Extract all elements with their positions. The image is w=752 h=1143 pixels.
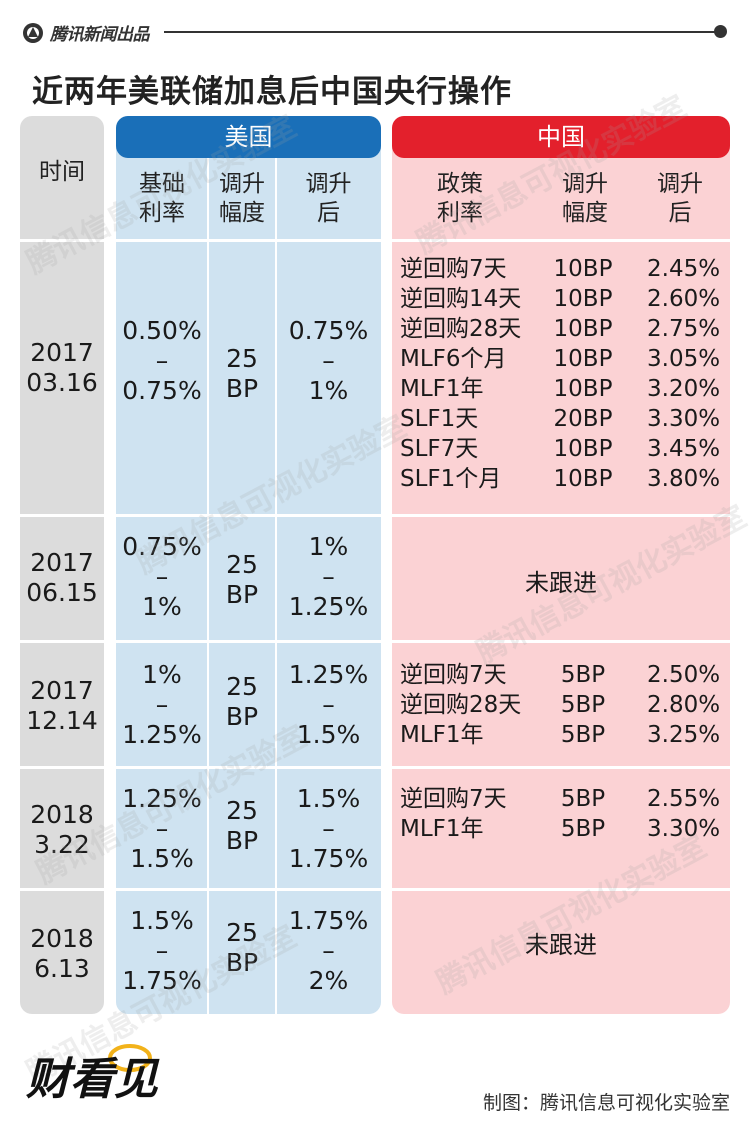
cn-group-header: 中国	[392, 116, 730, 158]
cn-policy-rate-label: 政策 利率	[437, 171, 483, 226]
header-rule	[164, 31, 716, 33]
row-1-us-after: 0.75% – 1%	[288, 316, 369, 405]
row-divider-3	[20, 766, 730, 769]
row-2-us-base: 0.75% – 1%	[122, 532, 202, 621]
row-4-us-hike: 25 BP	[225, 796, 259, 855]
row-2-cn-not-followed: 未跟进	[525, 569, 597, 597]
us-panel	[116, 116, 381, 1014]
us-col-divider-2	[275, 158, 277, 1014]
row-1-us-hike: 25 BP	[225, 344, 259, 403]
top-bar: 腾讯新闻出品	[0, 0, 752, 62]
brand-text: 腾讯新闻出品	[50, 25, 150, 45]
time-column-label: 时间	[39, 159, 85, 185]
row-1-us-base: 0.50% – 0.75%	[122, 316, 202, 405]
cn-after-label: 调升 后	[657, 171, 703, 226]
row-3-us-hike: 25 BP	[225, 672, 259, 731]
row-3-date: 2017 12.14	[26, 676, 98, 735]
brand: 腾讯新闻出品	[22, 20, 150, 45]
row-4-us-after: 1.5% – 1.75%	[288, 784, 369, 873]
header-rule-dot	[714, 25, 727, 38]
row-divider-4	[20, 888, 730, 891]
row-2-us-hike: 25 BP	[225, 550, 259, 609]
tencent-news-logo-icon	[23, 22, 43, 43]
row-4-date: 2018 3.22	[30, 800, 94, 859]
svg-text:财看见: 财看见	[26, 1054, 160, 1105]
page-title: 近两年美联储加息后中国央行操作	[32, 74, 512, 110]
row-2-us-after: 1% – 1.25%	[288, 532, 369, 621]
row-divider-1	[20, 514, 730, 517]
row-3-us-base: 1% – 1.25%	[122, 660, 202, 749]
cn-hike-label: 调升 幅度	[562, 171, 608, 226]
row-5-us-base: 1.5% – 1.75%	[122, 906, 202, 995]
row-4-us-base: 1.25% – 1.5%	[122, 784, 202, 873]
row-5-cn-not-followed: 未跟进	[525, 931, 597, 959]
row-5-us-after: 1.75% – 2%	[288, 906, 369, 995]
row-3-us-after: 1.25% – 1.5%	[288, 660, 369, 749]
row-5-us-hike: 25 BP	[225, 918, 259, 977]
cn-panel	[392, 116, 730, 1014]
us-hike-label: 调升 幅度	[219, 171, 265, 226]
header-row-divider	[20, 239, 730, 242]
us-group-header: 美国	[116, 116, 381, 158]
us-after-label: 调升 后	[305, 171, 352, 226]
row-5-date: 2018 6.13	[30, 924, 94, 983]
row-divider-2	[20, 640, 730, 643]
time-column-panel	[20, 116, 104, 1014]
caikanjian-logo-icon: 财看见	[26, 1044, 160, 1105]
row-2-date: 2017 06.15	[26, 548, 98, 607]
us-base-rate-label: 基础 利率	[139, 171, 185, 226]
credit: 制图：腾讯信息可视化实验室	[482, 1092, 730, 1114]
us-col-divider-1	[207, 158, 209, 1014]
row-1-date: 2017 03.16	[26, 338, 98, 397]
